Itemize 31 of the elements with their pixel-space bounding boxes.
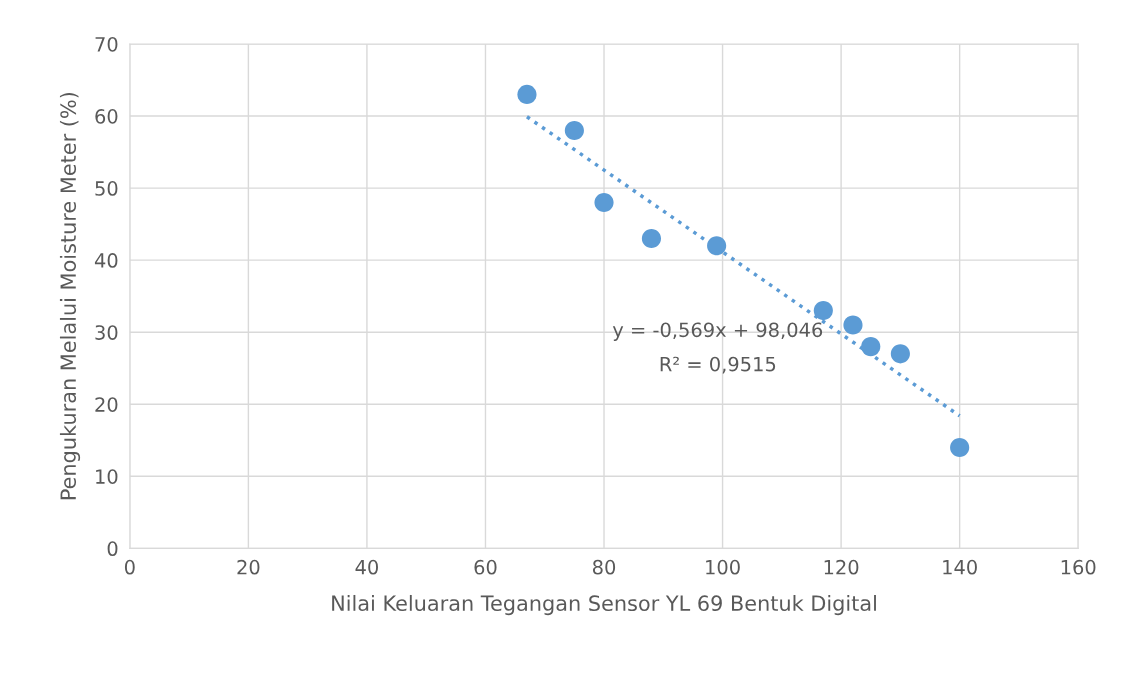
point: [594, 192, 614, 213]
point: [813, 301, 833, 321]
y-tick-label: 20: [95, 397, 118, 412]
y-axis-title: Pengukuran Melalui Moisture Meter (%): [59, 92, 81, 500]
point: [517, 84, 537, 105]
x-tick-label: 0: [124, 559, 135, 575]
y-tick-label: 50: [95, 181, 118, 196]
x-tick-label: 140: [943, 559, 977, 575]
y-tick-label: 40: [94, 253, 118, 268]
point: [950, 437, 970, 458]
point: [641, 228, 662, 249]
point: [843, 315, 863, 335]
annotation: R² = 0,9515: [660, 356, 776, 374]
x-tick-label: 80: [592, 559, 616, 575]
point: [861, 337, 881, 357]
x-tick-label: 160: [1061, 559, 1096, 575]
y-tick-label: 10: [96, 469, 118, 484]
y-tick-label: 70: [95, 36, 118, 52]
x-tick-label: 40: [355, 559, 378, 575]
annotation: y = -0,569x + 98,046: [612, 322, 823, 341]
x-tick-label: 20: [237, 559, 260, 575]
x-axis-title: Nilai Keluaran Tegangan Sensor YL 69 Bentuk Digital: [332, 594, 876, 616]
x-tick-label: 120: [824, 559, 859, 575]
y-tick-label: 60: [95, 109, 118, 124]
y-tick-label: 0: [107, 541, 118, 557]
x-tick-label: 60: [474, 559, 497, 575]
y-tick-label: 30: [95, 325, 118, 340]
point: [564, 120, 584, 141]
point: [707, 236, 727, 256]
point: [890, 344, 910, 364]
x-tick-label: 100: [706, 559, 740, 575]
